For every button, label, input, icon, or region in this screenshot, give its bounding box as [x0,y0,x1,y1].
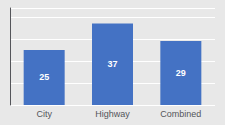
svg-text:City: City [36,109,52,119]
svg-text:29: 29 [176,68,186,78]
svg-text:Combined: Combined [160,109,201,119]
svg-text:25: 25 [39,72,49,82]
svg-text:Highway: Highway [95,109,130,119]
svg-text:37: 37 [107,59,117,69]
